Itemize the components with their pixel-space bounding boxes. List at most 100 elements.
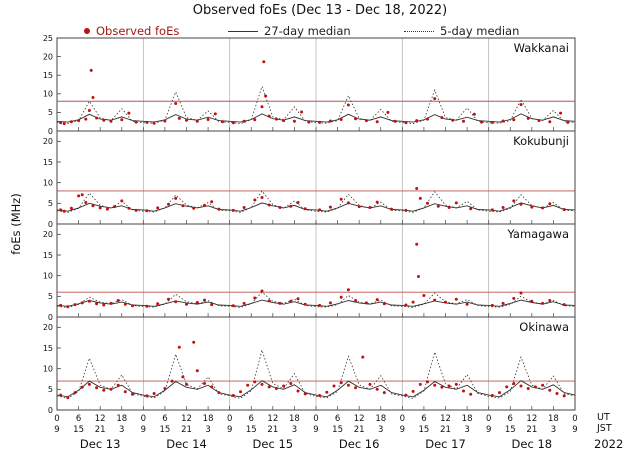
svg-text:12: 12 <box>440 414 451 424</box>
svg-text:18: 18 <box>116 414 127 424</box>
svg-text:21: 21 <box>95 425 106 435</box>
legend-27day-median: 27-day median <box>228 24 351 38</box>
svg-text:9: 9 <box>313 425 318 435</box>
svg-text:21: 21 <box>440 425 451 435</box>
svg-text:0: 0 <box>141 414 146 424</box>
svg-text:3: 3 <box>464 425 469 435</box>
svg-text:9: 9 <box>54 425 59 435</box>
day-label: Dec 15 <box>253 437 294 451</box>
svg-text:15: 15 <box>505 425 516 435</box>
svg-text:10: 10 <box>43 178 53 187</box>
svg-text:20: 20 <box>43 323 53 332</box>
svg-text:21: 21 <box>354 425 365 435</box>
chart-title: Observed foEs (Dec 13 - Dec 18, 2022) <box>192 3 448 18</box>
day-label: Dec 17 <box>425 437 466 451</box>
svg-text:15: 15 <box>43 251 53 260</box>
day-label: Dec 18 <box>512 437 553 451</box>
median5-series <box>56 291 576 308</box>
legend-5day-label: 5-day median <box>440 24 520 38</box>
svg-text:12: 12 <box>181 414 192 424</box>
svg-text:9: 9 <box>227 425 232 435</box>
svg-text:0: 0 <box>48 313 53 322</box>
legend-5day-median: 5-day median <box>404 24 519 38</box>
svg-text:12: 12 <box>95 414 106 424</box>
svg-text:3: 3 <box>205 425 210 435</box>
svg-text:15: 15 <box>246 425 257 435</box>
svg-text:6: 6 <box>335 414 340 424</box>
svg-text:20: 20 <box>43 230 53 239</box>
svg-text:0: 0 <box>48 406 53 415</box>
legend-27day-label: 27-day median <box>264 24 351 38</box>
panel-wakkanai: 0 5 10 15 20 25 Wakkanai <box>43 34 576 136</box>
y-axis-label: foEs (MHz) <box>9 193 23 255</box>
svg-text:0: 0 <box>48 127 53 136</box>
station-label: Okinawa <box>519 320 569 334</box>
svg-text:9: 9 <box>572 425 577 435</box>
ut-axis-label: UT <box>597 412 610 423</box>
svg-text:25: 25 <box>43 34 53 43</box>
svg-text:9: 9 <box>141 425 146 435</box>
svg-text:0: 0 <box>48 220 53 229</box>
svg-text:5: 5 <box>48 199 53 208</box>
svg-text:21: 21 <box>181 425 192 435</box>
svg-text:20: 20 <box>43 52 53 61</box>
svg-text:15: 15 <box>43 344 53 353</box>
svg-text:18: 18 <box>462 414 473 424</box>
svg-text:10: 10 <box>43 364 53 373</box>
svg-text:5: 5 <box>48 292 53 301</box>
svg-text:21: 21 <box>267 425 278 435</box>
panel-yamagawa: 0 5 10 15 20 Yamagawa <box>43 223 576 322</box>
panel-kokubunji: 0 5 10 15 20 Kokubunji <box>43 130 576 229</box>
svg-text:5: 5 <box>48 108 53 117</box>
svg-text:0: 0 <box>572 414 577 424</box>
svg-text:6: 6 <box>162 414 167 424</box>
svg-text:0: 0 <box>400 414 405 424</box>
median27-series <box>56 113 576 123</box>
station-label: Kokubunji <box>513 134 569 148</box>
svg-text:15: 15 <box>43 71 53 80</box>
median5-series <box>56 348 576 399</box>
svg-text:0: 0 <box>227 414 232 424</box>
panel-okinawa: 0 5 10 15 20 Okinawa <box>43 316 576 415</box>
svg-text:15: 15 <box>160 425 171 435</box>
svg-text:12: 12 <box>354 414 365 424</box>
svg-text:15: 15 <box>419 425 430 435</box>
station-label: Yamagawa <box>506 227 569 241</box>
svg-text:20: 20 <box>43 137 53 146</box>
svg-text:6: 6 <box>421 414 426 424</box>
svg-text:0: 0 <box>54 414 59 424</box>
median27-series <box>56 299 576 307</box>
legend-observed: Observed foEs <box>84 24 179 38</box>
svg-text:9: 9 <box>486 425 491 435</box>
svg-text:0: 0 <box>313 414 318 424</box>
svg-text:9: 9 <box>400 425 405 435</box>
legend-observed-label: Observed foEs <box>96 24 180 38</box>
svg-text:18: 18 <box>203 414 214 424</box>
svg-text:18: 18 <box>548 414 559 424</box>
x-axis-labels: 0961512211830961512211830961512211830961… <box>54 414 577 451</box>
jst-axis-label: JST <box>597 423 612 434</box>
svg-text:3: 3 <box>551 425 556 435</box>
solid-line-icon <box>228 30 258 32</box>
svg-text:3: 3 <box>119 425 124 435</box>
dotted-line-icon <box>404 30 434 32</box>
day-label: Dec 16 <box>339 437 380 451</box>
day-label: Dec 13 <box>80 437 121 451</box>
svg-text:10: 10 <box>43 90 53 99</box>
svg-text:12: 12 <box>267 414 278 424</box>
svg-text:5: 5 <box>48 385 53 394</box>
station-label: Wakkanai <box>514 41 569 55</box>
day-label: Dec 14 <box>166 437 207 451</box>
svg-text:10: 10 <box>43 271 53 280</box>
year-label: 2022 <box>594 437 624 451</box>
svg-text:0: 0 <box>486 414 491 424</box>
median5-series <box>56 190 576 213</box>
svg-text:18: 18 <box>289 414 300 424</box>
observed-dot-icon <box>84 28 90 34</box>
svg-text:15: 15 <box>332 425 343 435</box>
svg-text:15: 15 <box>43 158 53 167</box>
median27-series <box>56 202 576 212</box>
svg-text:15: 15 <box>73 425 84 435</box>
median27-series <box>56 380 576 398</box>
